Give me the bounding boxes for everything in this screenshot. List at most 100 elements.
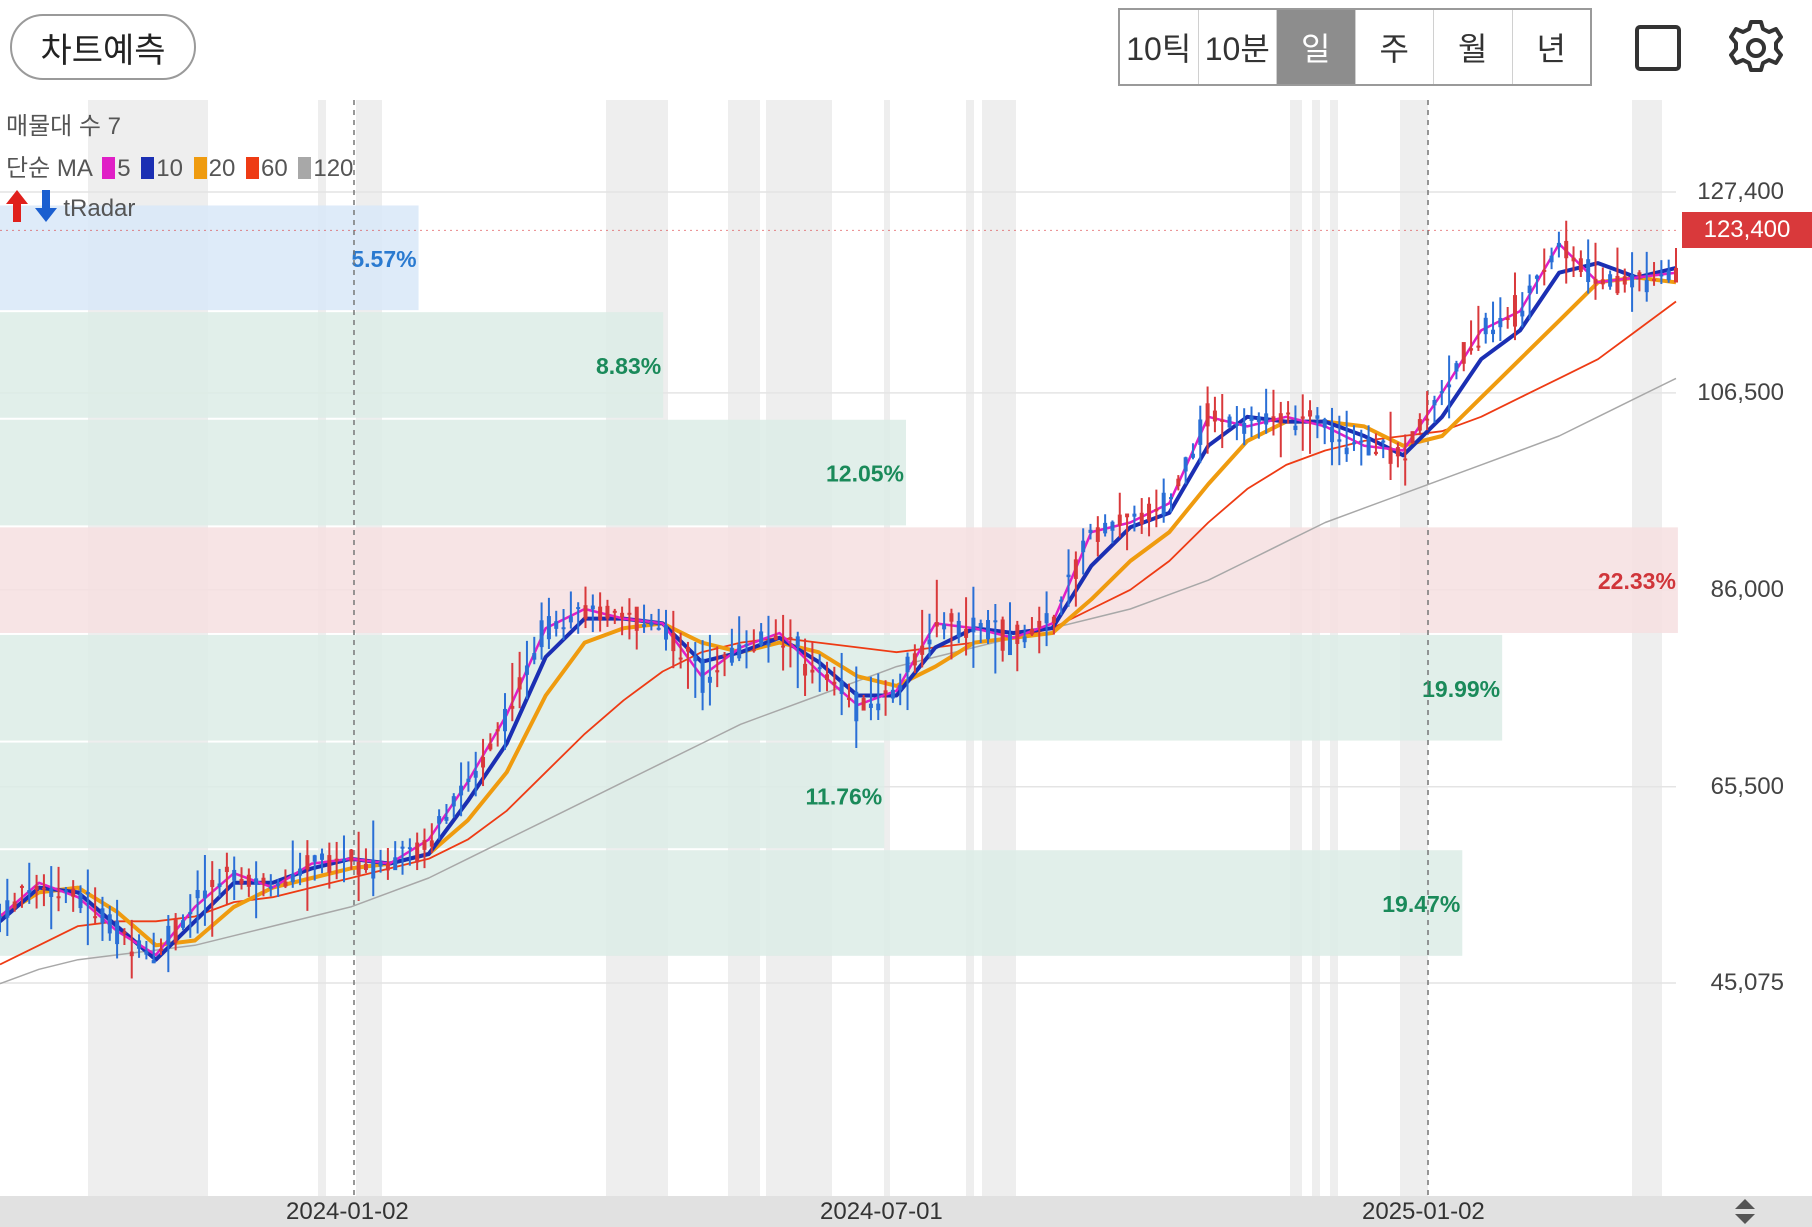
candle-body [1432,400,1437,406]
candle-body [1029,628,1034,635]
candle-body [1308,410,1313,417]
candle-body [356,861,361,875]
ma60-label: 60 [260,155,288,182]
candle-body [1132,513,1137,517]
candle-body [1147,503,1152,521]
candle-body [583,605,588,619]
candle-body [927,639,932,645]
candle-body [341,859,346,862]
candle-body [1373,451,1378,455]
period-month-button[interactable]: 월 [1434,10,1513,84]
top-toolbar: 차트예측 10틱 10분 일 주 월 년 [0,0,1812,100]
candle-body [1059,599,1064,602]
candle-body [298,868,303,876]
candle-body [1220,419,1225,422]
candle-body [1578,258,1583,272]
candle-body [1476,345,1481,348]
y-tick-label: 65,500 [1710,772,1784,800]
price-chart[interactable]: 5.57% 8.83% 12.05% 22.33% 19.99% 11.76% 19.47%… [0,100,1812,1227]
candle-body [407,847,412,850]
candle-body [649,622,654,626]
candle-body [1212,410,1217,422]
candle-body [1534,275,1539,279]
candle-body [1007,634,1012,656]
candle-body [634,606,639,631]
period-selector: 10틱 10분 일 주 월 년 [1118,8,1592,86]
candle-body [539,620,544,648]
candle-body [327,855,332,873]
x-tick-label: 2025-01-02 [1362,1198,1485,1225]
candle-body [239,879,244,884]
candle-body [883,690,888,694]
candle-body [210,879,215,887]
candle-body [459,785,464,796]
up-arrow-icon [6,190,28,222]
candle-body [642,624,647,627]
candle-body [1674,267,1678,283]
candle-body [934,622,939,627]
chart-canvas[interactable]: 5.57% 8.83% 12.05% 22.33% 19.99% 11.76% 19.47% [0,100,1812,1227]
candle-body [1125,513,1130,518]
candle-body [1015,624,1020,644]
candle-body [678,657,683,660]
fullscreen-square-icon[interactable] [1634,24,1682,72]
chart-forecast-button[interactable]: 차트예측 [10,14,196,80]
candle-body [1644,280,1649,293]
candle-body [795,636,800,647]
candle-body [1169,497,1174,500]
candle-body [180,920,185,928]
candle-body [129,951,134,957]
candle-body [846,697,851,700]
candle-body [1264,413,1269,425]
candle-body [422,840,427,850]
candle-body [854,691,859,722]
candle-body [1447,384,1452,388]
candle-body [1498,317,1503,328]
candle-body [1117,514,1122,526]
candle-body [305,855,310,870]
candle-body [1286,412,1291,415]
period-week-button[interactable]: 주 [1356,10,1434,84]
candle-body [1417,419,1422,431]
candle-body [1322,419,1327,428]
candle-body [195,889,200,899]
volume-profile-percent: 19.99% [1422,676,1500,702]
candle-body [1366,438,1371,456]
candle-body [495,729,500,732]
candle-body [1176,478,1181,487]
candle-body [905,656,910,673]
y-tick-label: 86,000 [1710,575,1784,603]
candle-body [568,616,573,623]
candle-body [0,916,2,919]
candle-body [1425,418,1430,421]
candle-body [729,647,734,663]
volume-profile-percent: 5.57% [351,246,416,272]
candle-body [1044,613,1049,624]
period-day-button[interactable]: 일 [1277,10,1356,84]
candle-body [1081,540,1086,553]
candle-body [1564,240,1569,259]
candle-body [546,616,551,640]
candle-body [1622,276,1627,285]
candle-body [1051,616,1056,623]
period-10min-button[interactable]: 10분 [1199,10,1277,84]
candle-body [1637,272,1642,276]
candle-body [561,627,566,630]
candle-body [517,677,522,690]
candle-body [1293,425,1298,431]
x-axis-bar[interactable] [0,1196,1812,1227]
candle-body [825,674,830,681]
candle-body [481,756,486,768]
moving-average-legend: 단순 MA 5 10 20 60 120 [6,148,353,183]
candle-body [312,855,317,862]
axis-scroll-arrows-icon[interactable] [1730,1196,1760,1227]
period-year-button[interactable]: 년 [1536,31,1566,67]
candle-body [1505,318,1510,321]
candle-body [63,890,68,893]
candle-body [620,612,625,618]
candle-body [27,890,32,894]
period-10tick-button[interactable]: 10틱 [1120,10,1199,84]
settings-gear-icon[interactable] [1726,18,1786,78]
candle-body [1300,416,1305,419]
ma20-swatch [193,157,207,179]
